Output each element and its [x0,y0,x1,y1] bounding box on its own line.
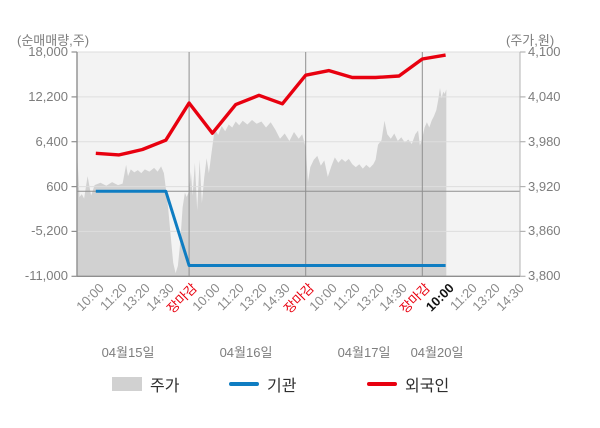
x-date-label: 04월16일 [219,345,273,360]
left-axis-tick-label: -5,200 [31,223,68,239]
price-area-series [77,87,447,277]
legend-area-swatch [112,377,142,391]
right-axis-tick-label: 3,800 [528,268,561,284]
left-axis-tick-label: 6,400 [35,133,68,149]
legend-label: 기관 [267,378,297,395]
legend-label: 주가 [150,378,180,395]
right-axis-tick-label: 3,860 [528,223,561,239]
left-axis-title: (순매매량,주) [17,33,90,48]
left-axis-tick-label: 600 [46,178,68,194]
x-date-label: 04월17일 [337,345,391,360]
right-axis-tick-label: 4,040 [528,88,561,104]
right-axis-tick-label: 3,920 [528,178,561,194]
left-axis-tick-label: 12,200 [28,88,68,104]
legend-line-swatch [367,382,397,386]
right-axis-title: (주가,원) [506,33,555,48]
right-axis-tick-label: 4,100 [528,44,561,59]
legend-item-1: 기관 [229,374,297,395]
legend-label: 외국인 [405,378,450,395]
x-date-label: 04월20일 [410,345,464,360]
x-date-label: 04월15일 [101,345,155,360]
foreigners-line-series [95,53,446,157]
legend-item-2: 외국인 [367,374,450,395]
left-axis-tick-label: -11,000 [24,268,68,284]
left-axis-tick-label: 18,000 [28,44,68,59]
institutions-line-series [95,189,446,267]
legend-item-0: 주가 [112,374,180,395]
right-axis-tick-label: 3,980 [528,133,561,149]
legend-line-swatch [229,382,259,386]
